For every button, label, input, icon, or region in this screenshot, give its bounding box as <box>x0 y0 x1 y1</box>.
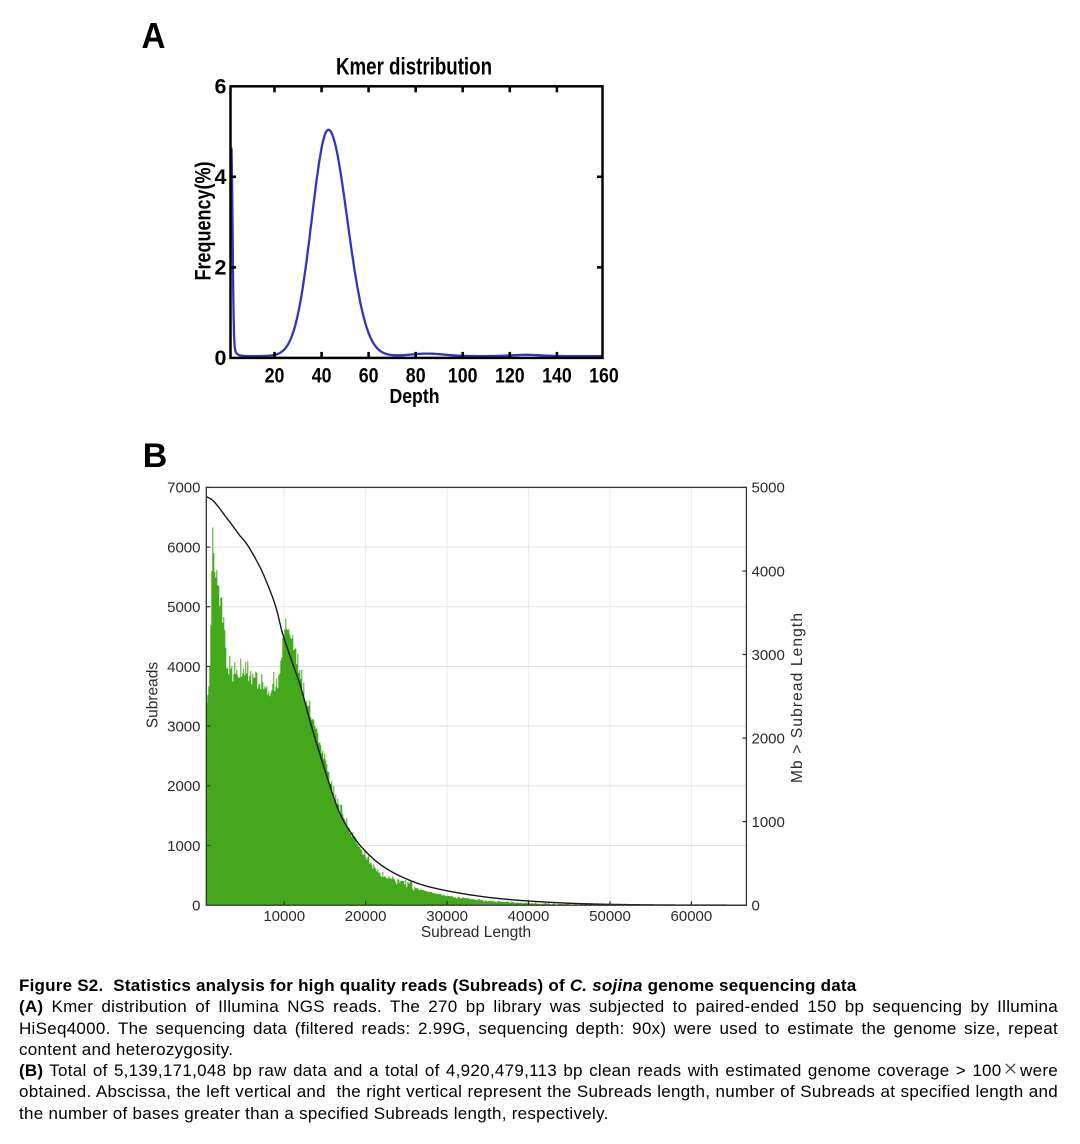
svg-text:40000: 40000 <box>508 908 550 925</box>
svg-text:4: 4 <box>215 165 227 189</box>
svg-text:50000: 50000 <box>589 908 631 925</box>
svg-text:Subreads: Subreads <box>145 662 162 729</box>
svg-text:5000: 5000 <box>752 480 785 497</box>
svg-text:Frequency(%): Frequency(%) <box>191 162 216 281</box>
svg-text:4000: 4000 <box>752 563 785 580</box>
svg-text:5000: 5000 <box>167 599 200 616</box>
svg-text:120: 120 <box>495 364 525 388</box>
svg-text:Kmer distribution: Kmer distribution <box>336 53 492 80</box>
svg-text:20: 20 <box>265 364 285 388</box>
svg-text:Mb > Subread Length: Mb > Subread Length <box>789 613 806 783</box>
svg-text:1000: 1000 <box>752 814 785 831</box>
svg-text:80: 80 <box>406 364 426 388</box>
svg-text:0: 0 <box>215 346 227 370</box>
svg-text:0: 0 <box>192 898 200 915</box>
svg-text:6000: 6000 <box>167 539 200 556</box>
svg-text:160: 160 <box>589 364 619 388</box>
svg-text:40: 40 <box>312 364 332 388</box>
svg-text:100: 100 <box>448 364 478 388</box>
svg-text:60000: 60000 <box>671 908 713 925</box>
svg-text:A: A <box>142 15 166 56</box>
svg-text:Subread Length: Subread Length <box>421 924 531 941</box>
svg-text:140: 140 <box>542 364 572 388</box>
svg-text:4000: 4000 <box>167 659 200 676</box>
svg-text:20000: 20000 <box>345 908 387 925</box>
svg-text:3000: 3000 <box>752 647 785 664</box>
svg-text:6: 6 <box>215 75 227 99</box>
svg-text:Depth: Depth <box>390 385 440 408</box>
svg-text:3000: 3000 <box>167 718 200 735</box>
svg-text:B: B <box>143 437 168 475</box>
svg-text:60: 60 <box>359 364 379 388</box>
svg-text:10000: 10000 <box>263 908 305 925</box>
svg-text:1000: 1000 <box>167 838 200 855</box>
svg-text:0: 0 <box>752 898 760 915</box>
svg-text:2000: 2000 <box>167 778 200 795</box>
svg-text:30000: 30000 <box>426 908 468 925</box>
svg-text:7000: 7000 <box>167 480 200 497</box>
svg-text:2000: 2000 <box>752 730 785 747</box>
svg-text:2: 2 <box>215 256 227 280</box>
